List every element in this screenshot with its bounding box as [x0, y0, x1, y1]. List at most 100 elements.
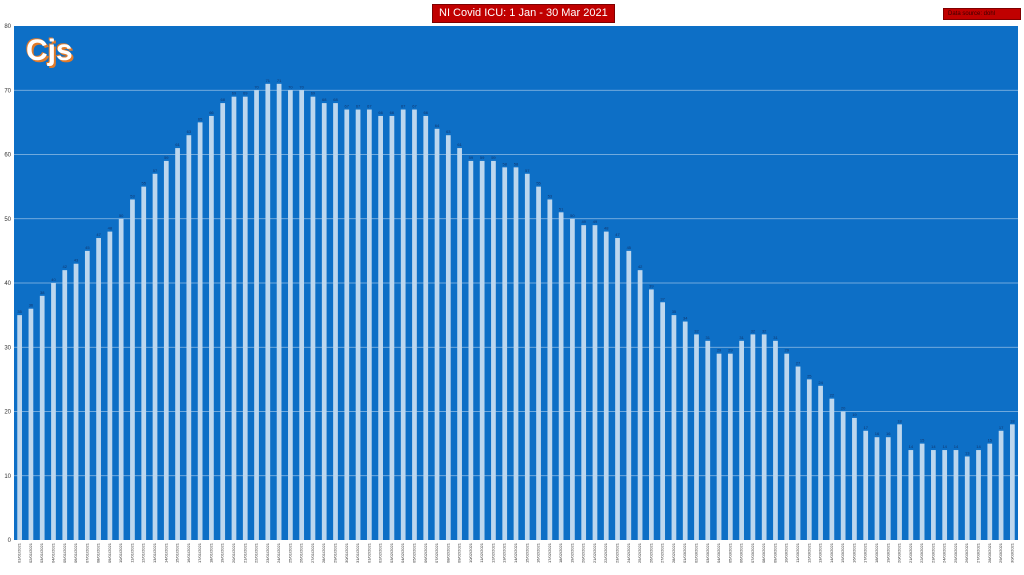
bar: [276, 83, 282, 540]
x-tick-label: 08/01/2021: [96, 542, 101, 563]
x-tick-label: 04/02/2021: [400, 542, 405, 563]
x-tick-label: 06/01/2021: [73, 542, 78, 563]
x-tick-label: 25/03/2021: [953, 542, 958, 563]
x-tick-label: 20/03/2021: [897, 542, 902, 563]
bar: [524, 173, 530, 540]
bar: [739, 340, 744, 540]
x-tick-label: 27/01/2021: [310, 542, 315, 563]
data-label: 64: [435, 123, 440, 128]
bar: [964, 456, 970, 540]
bar: [152, 173, 158, 540]
x-tick-label: 01/01/2021: [17, 542, 22, 563]
x-tick-label: 14/02/2021: [513, 542, 518, 563]
data-label: 22: [830, 393, 835, 398]
x-tick-label: 19/01/2021: [220, 542, 225, 563]
bar: [333, 103, 338, 540]
bar: [73, 263, 79, 540]
x-tick-label: 11/02/2021: [479, 542, 484, 562]
bar: [863, 430, 869, 540]
x-tick-label: 12/03/2021: [806, 542, 811, 563]
x-tick-label: 04/01/2021: [50, 542, 55, 563]
bar: [637, 270, 643, 540]
bar: [716, 353, 722, 540]
data-label: 42: [63, 264, 68, 269]
x-tick-label: 18/01/2021: [208, 542, 213, 563]
data-label: 70: [254, 84, 259, 89]
data-label: 67: [367, 104, 372, 109]
x-tick-label: 26/01/2021: [299, 542, 304, 563]
x-tick-label: 26/02/2021: [648, 542, 653, 563]
data-label: 17: [863, 425, 868, 430]
x-tick-label: 22/03/2021: [919, 542, 924, 563]
x-tick-label: 30/01/2021: [344, 542, 349, 563]
data-label: 32: [751, 328, 756, 333]
bar: [727, 353, 733, 540]
y-tick-label: 80: [4, 24, 11, 30]
data-label: 29: [717, 348, 722, 353]
y-tick-label: 60: [4, 153, 11, 159]
bar: [1009, 424, 1015, 540]
x-tick-label: 28/01/2021: [321, 542, 326, 563]
x-tick-label: 01/03/2021: [682, 542, 687, 563]
bar: [51, 283, 56, 540]
data-label: 70: [288, 84, 293, 89]
data-label: 58: [502, 161, 507, 166]
bar: [310, 96, 316, 541]
x-tick-label: 09/02/2021: [457, 542, 462, 563]
data-label: 59: [469, 155, 474, 160]
data-label: 68: [322, 97, 327, 102]
bar: [265, 83, 271, 540]
x-tick-label: 04/03/2021: [716, 542, 721, 563]
data-label: 14: [942, 444, 947, 449]
data-label: 14: [909, 444, 914, 449]
bar: [987, 443, 993, 540]
bar: [581, 225, 587, 541]
bar: [457, 148, 462, 540]
y-tick-label: 30: [4, 345, 11, 351]
x-tick-label: 14/01/2021: [163, 542, 168, 563]
data-label: 66: [424, 110, 429, 115]
bar: [976, 450, 981, 540]
data-label: 67: [401, 104, 406, 109]
x-tick-label: 12/02/2021: [490, 542, 495, 563]
bar: [536, 186, 541, 540]
x-tick-label: 25/02/2021: [637, 542, 642, 563]
x-tick-label: 25/01/2021: [287, 542, 292, 563]
x-tick-label: 17/02/2021: [547, 542, 552, 563]
x-tick-label: 08/02/2021: [445, 542, 450, 563]
bar: [209, 115, 214, 540]
bar: [344, 109, 350, 541]
data-label: 14: [954, 444, 959, 449]
data-label: 67: [345, 104, 350, 109]
x-tick-label: 03/02/2021: [389, 542, 394, 563]
data-label: 59: [164, 155, 169, 160]
data-label: 17: [999, 425, 1004, 430]
data-label: 69: [232, 91, 237, 96]
data-label: 48: [108, 226, 113, 231]
x-tick-label: 13/02/2021: [502, 542, 507, 563]
x-tick-label: 17/01/2021: [197, 542, 202, 563]
y-tick-label: 70: [4, 88, 11, 94]
x-tick-label: 02/01/2021: [28, 542, 33, 563]
x-tick-label: 19/02/2021: [569, 542, 574, 563]
x-tick-label: 11/01/2021: [129, 542, 134, 562]
data-label: 37: [660, 296, 665, 301]
x-tick-label: 30/03/2021: [1009, 542, 1014, 563]
x-tick-label: 11/03/2021: [795, 542, 800, 562]
data-label: 66: [390, 110, 395, 115]
bar: [254, 90, 259, 540]
bar: [468, 160, 474, 541]
data-label: 25: [807, 373, 812, 378]
x-tick-label: 20/01/2021: [231, 542, 236, 563]
x-tick-label: 18/03/2021: [874, 542, 879, 563]
bar: [355, 109, 361, 541]
x-tick-label: 15/03/2021: [840, 542, 845, 563]
x-tick-label: 10/01/2021: [118, 542, 123, 563]
x-tick-label: 05/03/2021: [727, 542, 732, 563]
x-axis-ticks: 01/01/2021 02/01/2021 03/01/2021 04/01/2021…: [17, 542, 1015, 563]
data-label: 66: [378, 110, 383, 115]
data-label: 61: [175, 142, 180, 147]
bar: [570, 218, 575, 540]
data-label: 31: [773, 335, 778, 340]
